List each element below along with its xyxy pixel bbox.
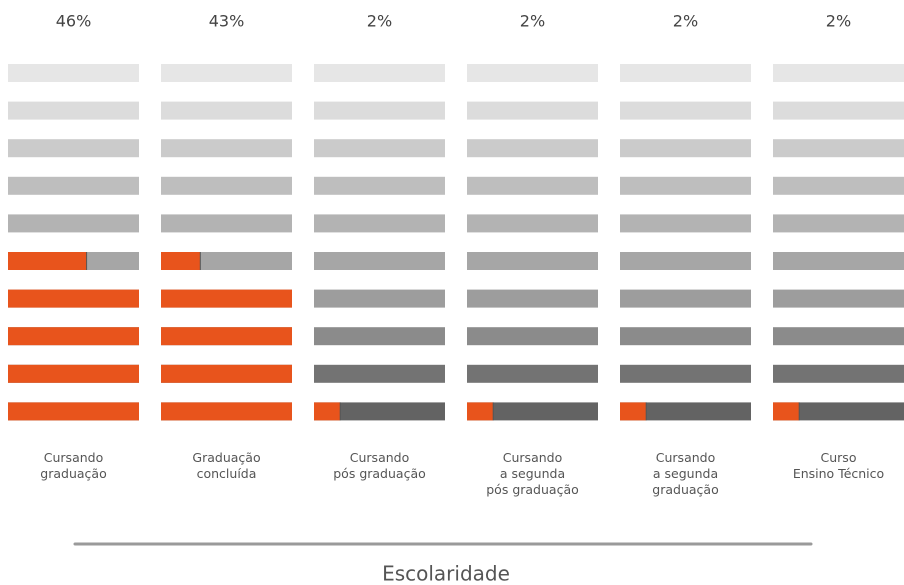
cell xyxy=(773,327,904,346)
cell xyxy=(467,64,598,82)
cell xyxy=(620,139,751,158)
bar xyxy=(161,289,292,308)
cell xyxy=(467,176,598,195)
category-line: Cursando xyxy=(503,450,562,465)
value-label: 2% xyxy=(673,12,698,31)
cell xyxy=(467,252,598,270)
cell xyxy=(467,101,598,120)
cell xyxy=(773,252,904,270)
category-line: Graduação xyxy=(192,450,260,465)
value-label: 2% xyxy=(826,12,851,31)
cell xyxy=(620,176,751,195)
category-line: a segunda xyxy=(500,466,565,481)
bar xyxy=(467,402,494,421)
category-line: Cursando xyxy=(350,450,409,465)
cell xyxy=(314,214,445,233)
cell xyxy=(467,139,598,158)
cell xyxy=(314,176,445,195)
cell xyxy=(161,139,292,158)
cell xyxy=(773,101,904,120)
category-line: Cursando xyxy=(656,450,715,465)
value-label: 46% xyxy=(56,12,92,31)
cell xyxy=(467,214,598,233)
category-line: concluída xyxy=(197,466,257,481)
cell xyxy=(314,402,445,421)
cell xyxy=(467,327,598,346)
cell xyxy=(314,289,445,308)
cell xyxy=(620,252,751,270)
value-label: 43% xyxy=(209,12,245,31)
category-line: Ensino Técnico xyxy=(793,466,884,481)
category-label: Curso Ensino Técnico xyxy=(793,450,884,481)
cell xyxy=(773,139,904,158)
bar xyxy=(161,252,201,270)
x-axis-label: Escolaridade xyxy=(382,562,510,585)
bar xyxy=(620,402,647,421)
category-label: Cursando a segunda graduação xyxy=(652,450,718,497)
cell xyxy=(773,364,904,383)
cell xyxy=(773,402,904,421)
category-label: Cursando graduação xyxy=(40,450,106,481)
cell xyxy=(8,214,139,233)
cell xyxy=(8,139,139,158)
bar xyxy=(8,289,139,308)
category-line: pós graduação xyxy=(333,466,426,481)
cell xyxy=(773,176,904,195)
cell xyxy=(8,176,139,195)
cell xyxy=(467,364,598,383)
cell xyxy=(620,327,751,346)
cell xyxy=(161,64,292,82)
cell xyxy=(314,139,445,158)
category-line: pós graduação xyxy=(486,482,579,497)
bar xyxy=(161,402,292,421)
cell xyxy=(620,214,751,233)
cell xyxy=(620,289,751,308)
bar xyxy=(161,364,292,383)
cell xyxy=(161,101,292,120)
value-label: 2% xyxy=(367,12,392,31)
category-line: graduação xyxy=(40,466,106,481)
cell xyxy=(161,214,292,233)
category-line: a segunda xyxy=(653,466,718,481)
bar xyxy=(8,327,139,346)
category-label: Cursando a segunda pós graduação xyxy=(486,450,579,497)
category-label: Cursando pós graduação xyxy=(333,450,426,481)
bar xyxy=(773,402,800,421)
cell xyxy=(773,289,904,308)
cell xyxy=(620,101,751,120)
category-line: Curso xyxy=(821,450,857,465)
cell xyxy=(8,101,139,120)
cell xyxy=(620,364,751,383)
cell xyxy=(773,64,904,82)
category-line: graduação xyxy=(652,482,718,497)
bar xyxy=(8,364,139,383)
category-line: Cursando xyxy=(44,450,103,465)
bar xyxy=(8,252,87,270)
cell xyxy=(161,176,292,195)
cell xyxy=(620,64,751,82)
cell xyxy=(314,101,445,120)
category-label: Graduação concluída xyxy=(192,450,260,481)
bar xyxy=(161,327,292,346)
cell xyxy=(314,252,445,270)
cell xyxy=(467,402,598,421)
bar xyxy=(314,402,341,421)
cell xyxy=(620,402,751,421)
cell xyxy=(467,289,598,308)
bar xyxy=(8,402,139,421)
cell xyxy=(8,64,139,82)
cell xyxy=(773,214,904,233)
cell xyxy=(314,64,445,82)
cell xyxy=(314,364,445,383)
value-label: 2% xyxy=(520,12,545,31)
cell xyxy=(314,327,445,346)
